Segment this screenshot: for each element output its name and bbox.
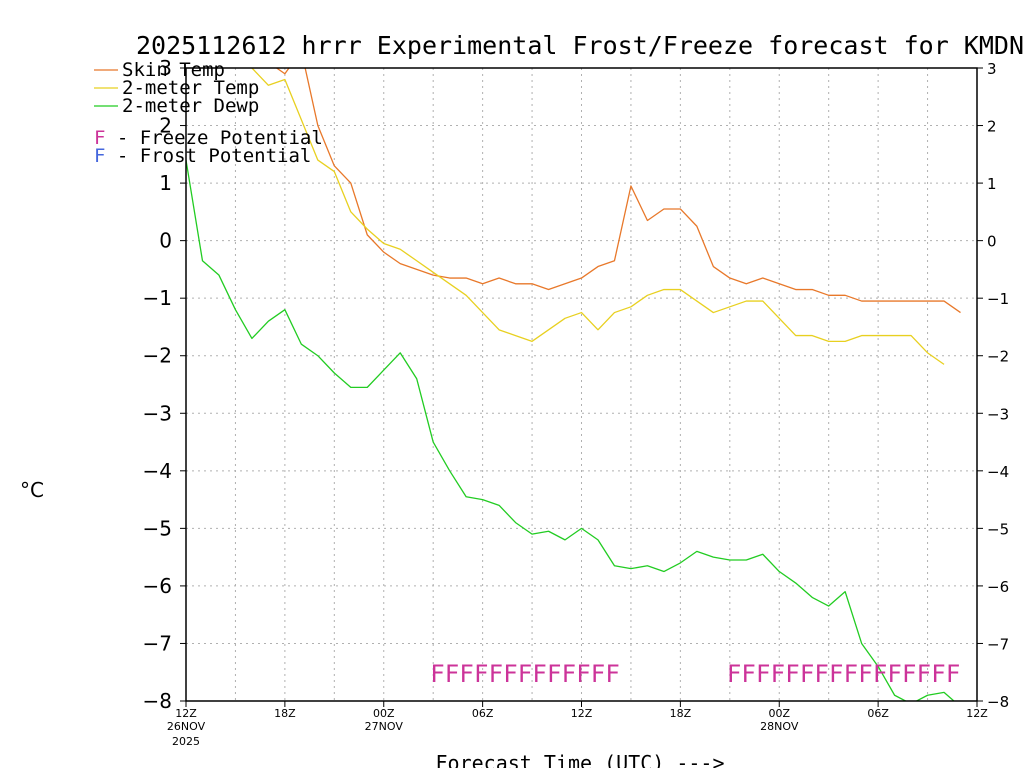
y-tick-label-right: −5 (987, 520, 1009, 538)
series-2-meter-dewp-line (186, 159, 955, 701)
freeze-marker: F (887, 660, 901, 688)
freeze-marker: F (430, 660, 444, 688)
x-tick-date: 26NOV (167, 720, 206, 733)
y-axis-ticks: 3 3 2 2 1 1 0 0 −1 −1 −2 −2 −3 −3 −4 −4 −5 −5 −6 −6 −7 −7 −8 −8 (143, 56, 1010, 713)
freeze-marker: F (474, 660, 488, 688)
freeze-marker: F (605, 660, 619, 688)
y-tick-label-left: 3 (159, 56, 172, 80)
freeze-marker: F (741, 660, 755, 688)
series-2-meter-temp-line (251, 68, 945, 365)
y-tick-label-right: −1 (987, 290, 1009, 308)
y-tick-label-right: 0 (987, 233, 997, 251)
x-tick-date: 28NOV (760, 720, 799, 733)
freeze-marker: F (946, 660, 960, 688)
freeze-marker: F (445, 660, 459, 688)
freeze-marker: F (503, 660, 517, 688)
x-tick-label: 12Z (966, 707, 988, 720)
freeze-marker: F (756, 660, 770, 688)
y-tick-label-left: −5 (143, 516, 172, 540)
freeze-marker: F (902, 660, 916, 688)
y-tick-label-right: −3 (987, 405, 1009, 423)
x-tick-label: 18Z (670, 707, 692, 720)
y-tick-label-left: −1 (143, 286, 172, 310)
x-tick-date: 27NOV (365, 720, 404, 733)
y-axis-label: °C (20, 478, 44, 502)
chart-title: 2025112612 hrrr Experimental Frost/Freez… (136, 31, 1024, 60)
x-axis-label: Forecast Time (UTC) ---> (436, 751, 725, 768)
y-tick-label-right: 3 (987, 60, 997, 78)
y-tick-label-left: 2 (159, 114, 172, 138)
freeze-marker: F (562, 660, 576, 688)
y-tick-label-left: 1 (159, 171, 172, 195)
freeze-marker: F (532, 660, 546, 688)
x-tick-label: 18Z (274, 707, 296, 720)
freeze-marker: F (459, 660, 473, 688)
y-tick-label-right: −8 (987, 693, 1009, 711)
y-tick-label-right: −7 (987, 635, 1009, 653)
y-tick-label-right: −6 (987, 578, 1009, 596)
freeze-marker: F (547, 660, 561, 688)
legend-flag-letter: F (94, 127, 105, 149)
freeze-marker: F (591, 660, 605, 688)
x-tick-year: 2025 (172, 735, 200, 748)
freeze-marker: F (518, 660, 532, 688)
x-tick-label: 12Z (571, 707, 593, 720)
y-tick-label-right: 2 (987, 118, 997, 136)
y-tick-label-left: −8 (143, 689, 172, 713)
legend-label: Skin Temp (122, 59, 225, 81)
freeze-marker: F (785, 660, 799, 688)
freeze-marker: F (800, 660, 814, 688)
legend-flag: F - Freeze Potential (94, 127, 323, 149)
freeze-marker: F (858, 660, 872, 688)
x-tick-label: 12Z (175, 707, 197, 720)
freeze-marker: F (873, 660, 887, 688)
x-tick-label: 00Z (373, 707, 395, 720)
series-lines (186, 68, 961, 701)
y-tick-label-left: −6 (143, 574, 172, 598)
legend-flag: F - Frost Potential (94, 145, 311, 167)
freeze-marker: F (576, 660, 590, 688)
y-tick-label-left: −7 (143, 631, 172, 655)
y-tick-label-right: −4 (987, 463, 1009, 481)
y-tick-label-left: −3 (143, 401, 172, 425)
freeze-marker: F (844, 660, 858, 688)
legend-label: 2-meter Dewp (122, 95, 259, 117)
x-tick-label: 06Z (867, 707, 889, 720)
freeze-marker: F (814, 660, 828, 688)
freeze-marker: F (489, 660, 503, 688)
legend-flag-letter: F (94, 145, 105, 167)
y-tick-label-left: −4 (143, 459, 172, 483)
legend-flag-label: - Freeze Potential (105, 127, 322, 149)
y-tick-label-left: 0 (159, 229, 172, 253)
freeze-marker: F (727, 660, 741, 688)
freeze-marker: F (931, 660, 945, 688)
freeze-marker: F (917, 660, 931, 688)
series-skin-temp-line (275, 68, 961, 314)
x-tick-label: 00Z (768, 707, 790, 720)
y-tick-label-left: −2 (143, 344, 172, 368)
freeze-marker: F (829, 660, 843, 688)
x-tick-label: 06Z (472, 707, 494, 720)
legend-flag-label: - Frost Potential (105, 145, 311, 167)
legend-label: 2-meter Temp (122, 77, 259, 99)
freeze-marker: F (771, 660, 785, 688)
y-tick-label-right: 1 (987, 175, 997, 193)
y-tick-label-right: −2 (987, 348, 1009, 366)
